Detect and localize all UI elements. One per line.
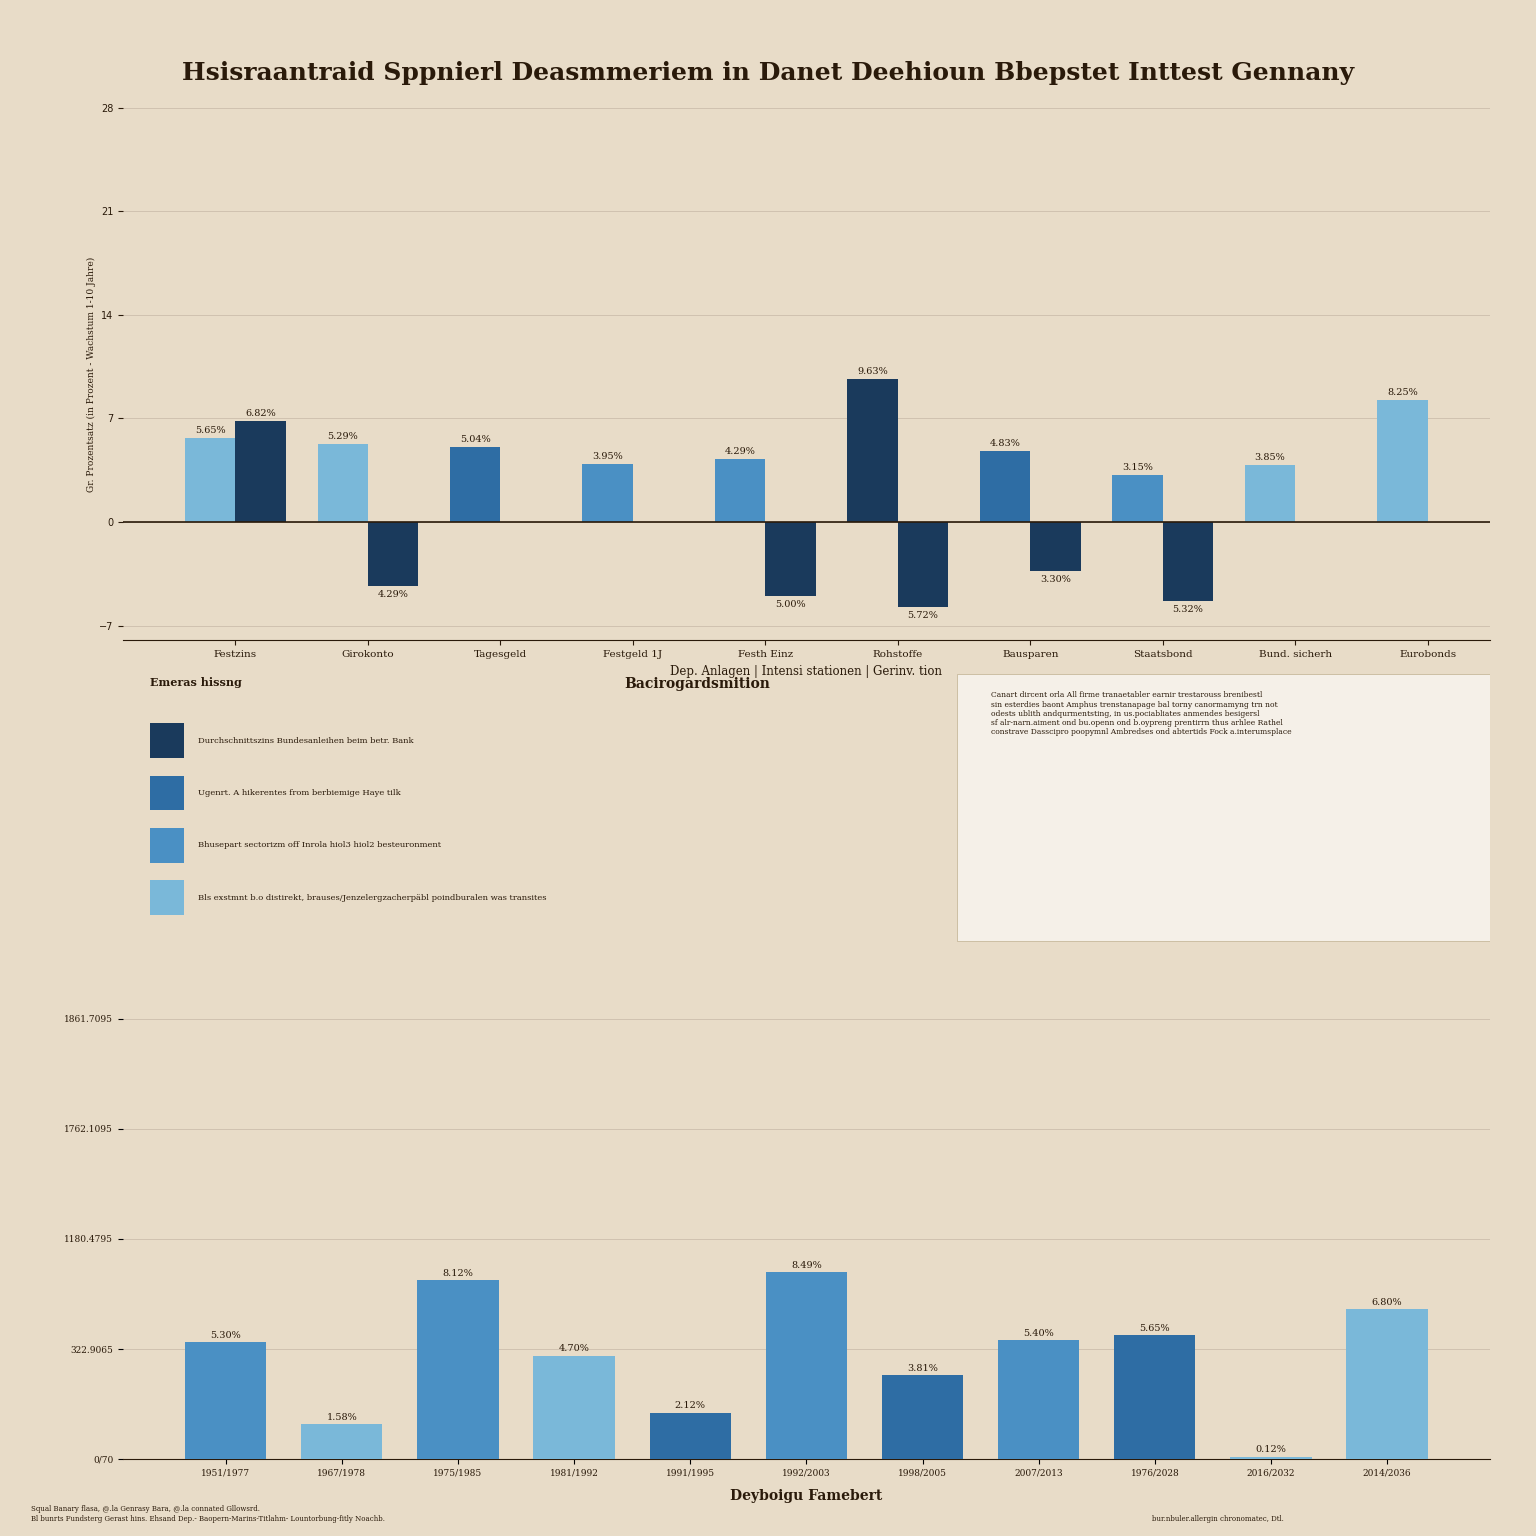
Text: 4.70%: 4.70% [559,1344,590,1353]
Text: 5.72%: 5.72% [908,611,938,621]
Text: Emeras hissng: Emeras hissng [151,677,243,688]
Text: 5.32%: 5.32% [1172,605,1203,614]
FancyBboxPatch shape [151,776,184,811]
Bar [998,1341,1080,1459]
FancyBboxPatch shape [151,723,184,759]
Text: 3.30%: 3.30% [1040,576,1071,584]
Text: Discrivere:
Sli bo chongat autch Bg ronstrup bcemnstent bictobut mry Pernest Apm: Discrivere: Sli bo chongat autch Bg rons… [151,982,868,1035]
Text: 4.83%: 4.83% [989,439,1020,447]
Text: 3.85%: 3.85% [1255,453,1286,462]
Bar [848,379,899,522]
Bar [235,421,286,522]
Text: 9.63%: 9.63% [857,367,888,376]
Text: Bacirogardsmition: Bacirogardsmition [624,677,770,691]
Text: 5.30%: 5.30% [210,1332,241,1341]
X-axis label: Dep. Anlagen | Intensi stationen | Gerinv. tion: Dep. Anlagen | Intensi stationen | Gerin… [670,665,943,677]
Text: 0.12%: 0.12% [1255,1445,1287,1455]
Text: 5.00%: 5.00% [776,601,806,610]
Text: 3.81%: 3.81% [908,1364,938,1373]
Text: 5.29%: 5.29% [327,432,358,441]
Text: 8.12%: 8.12% [442,1269,473,1278]
Text: Squal Banary flasa, @.la Genrasy Bara, @.la connated Gllowsrd.
Bl bunrts Fundste: Squal Banary flasa, @.la Genrasy Bara, @… [31,1505,384,1522]
Bar [418,1281,499,1459]
Text: 4.29%: 4.29% [378,590,409,599]
Bar [980,450,1031,522]
Bar [765,522,816,596]
Bar [318,444,367,522]
FancyBboxPatch shape [151,880,184,915]
Bar [1246,465,1295,522]
Text: 6.80%: 6.80% [1372,1298,1402,1307]
Text: Durchschnittszins Bundesanleihen beim betr. Bank: Durchschnittszins Bundesanleihen beim be… [198,737,413,745]
Bar [184,1342,266,1459]
FancyBboxPatch shape [151,828,184,863]
Text: 3.15%: 3.15% [1123,464,1154,473]
Bar [1163,522,1213,601]
Text: 5.65%: 5.65% [1140,1324,1170,1333]
Bar [1112,475,1163,522]
Bar [766,1272,846,1459]
Text: 6.82%: 6.82% [246,409,276,418]
FancyBboxPatch shape [957,674,1490,942]
Bar [367,522,418,585]
Bar [1347,1310,1428,1459]
Bar [1378,399,1428,522]
Bar [450,447,501,522]
Text: 3.95%: 3.95% [593,452,624,461]
Bar [899,522,948,607]
Bar [1230,1456,1312,1459]
Text: 5.65%: 5.65% [195,427,226,435]
Text: Bhusepart sectorizm off Inrola hiol3 hiol2 besteuronment: Bhusepart sectorizm off Inrola hiol3 hio… [198,842,441,849]
Text: 4.29%: 4.29% [725,447,756,456]
Bar [1114,1335,1195,1459]
Bar [533,1356,614,1459]
Bar [714,459,765,522]
Text: bur.nbuler.allergin chronomatec, Dtl.: bur.nbuler.allergin chronomatec, Dtl. [1152,1514,1284,1522]
Text: 2.12%: 2.12% [674,1401,705,1410]
Bar [582,464,633,522]
Text: 8.49%: 8.49% [791,1261,822,1270]
Bar [301,1424,382,1459]
X-axis label: Deyboigu Famebert: Deyboigu Famebert [730,1488,883,1504]
Text: Canart dircent orla All firme tranaetabler earnir trestarouss brenibestl
sin est: Canart dircent orla All firme tranaetabl… [991,691,1292,736]
Text: 8.25%: 8.25% [1387,389,1418,396]
Text: Hsisraantraid Sppnierl Deasmmeriem in Danet Deehioun Bbepstet Inttest Gennany: Hsisraantraid Sppnierl Deasmmeriem in Da… [181,61,1355,86]
Bar [650,1413,731,1459]
Text: 5.04%: 5.04% [459,435,490,444]
Text: Ugenrt. A hikerentes from berbiemige Haye tilk: Ugenrt. A hikerentes from berbiemige Hay… [198,790,401,797]
Text: 5.40%: 5.40% [1023,1329,1054,1338]
Text: 1.58%: 1.58% [327,1413,358,1422]
Y-axis label: Gr. Prozentsatz (in Prozent - Wachstum 1-10 Jahre): Gr. Prozentsatz (in Prozent - Wachstum 1… [88,257,97,492]
Bar [882,1375,963,1459]
Text: Bls exstmnt b.o distirekt, brauses/Jenzelergzacherpäbl poindburalen was transite: Bls exstmnt b.o distirekt, brauses/Jenze… [198,894,547,902]
Bar [184,438,235,522]
Bar [1031,522,1081,571]
